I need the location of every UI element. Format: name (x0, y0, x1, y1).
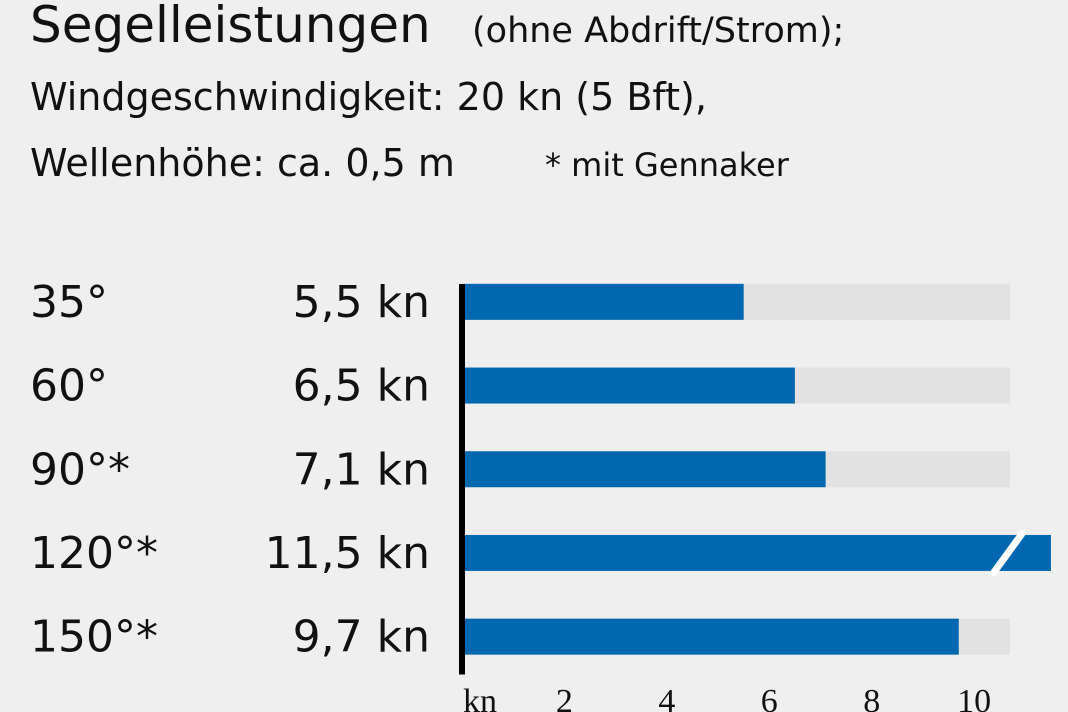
chart-title: Segelleistungen (30, 0, 431, 54)
value-label: 5,5 kn (293, 277, 430, 328)
bar (462, 534, 1051, 571)
x-tick-label: 2 (556, 683, 573, 712)
value-label: 6,5 kn (293, 361, 430, 412)
bar (462, 451, 826, 488)
x-tick-label: 4 (658, 683, 675, 712)
info-line: Windgeschwindigkeit: 20 kn (5 Bft), (30, 75, 707, 119)
info-line: Wellenhöhe: ca. 0,5 m (30, 141, 455, 185)
x-tick-label: 8 (863, 683, 880, 712)
category-label: 120°* (30, 528, 158, 579)
category-label: 60° (30, 361, 108, 412)
bar (462, 618, 959, 655)
x-tick-label: 10 (957, 683, 991, 712)
value-label: 11,5 kn (265, 528, 430, 579)
x-tick-label: 6 (761, 683, 778, 712)
category-label: 90°* (30, 444, 130, 495)
value-label: 7,1 kn (293, 444, 430, 495)
value-label: 9,7 kn (293, 612, 430, 663)
bar (462, 367, 795, 404)
bar (462, 283, 744, 320)
x-axis-label: kn (463, 683, 497, 712)
note: * mit Gennaker (545, 146, 790, 184)
axis-break (989, 528, 1027, 578)
chart-subtitle: (ohne Abdrift/Strom); (472, 11, 844, 51)
category-label: 150°* (30, 612, 158, 663)
category-label: 35° (30, 277, 108, 328)
